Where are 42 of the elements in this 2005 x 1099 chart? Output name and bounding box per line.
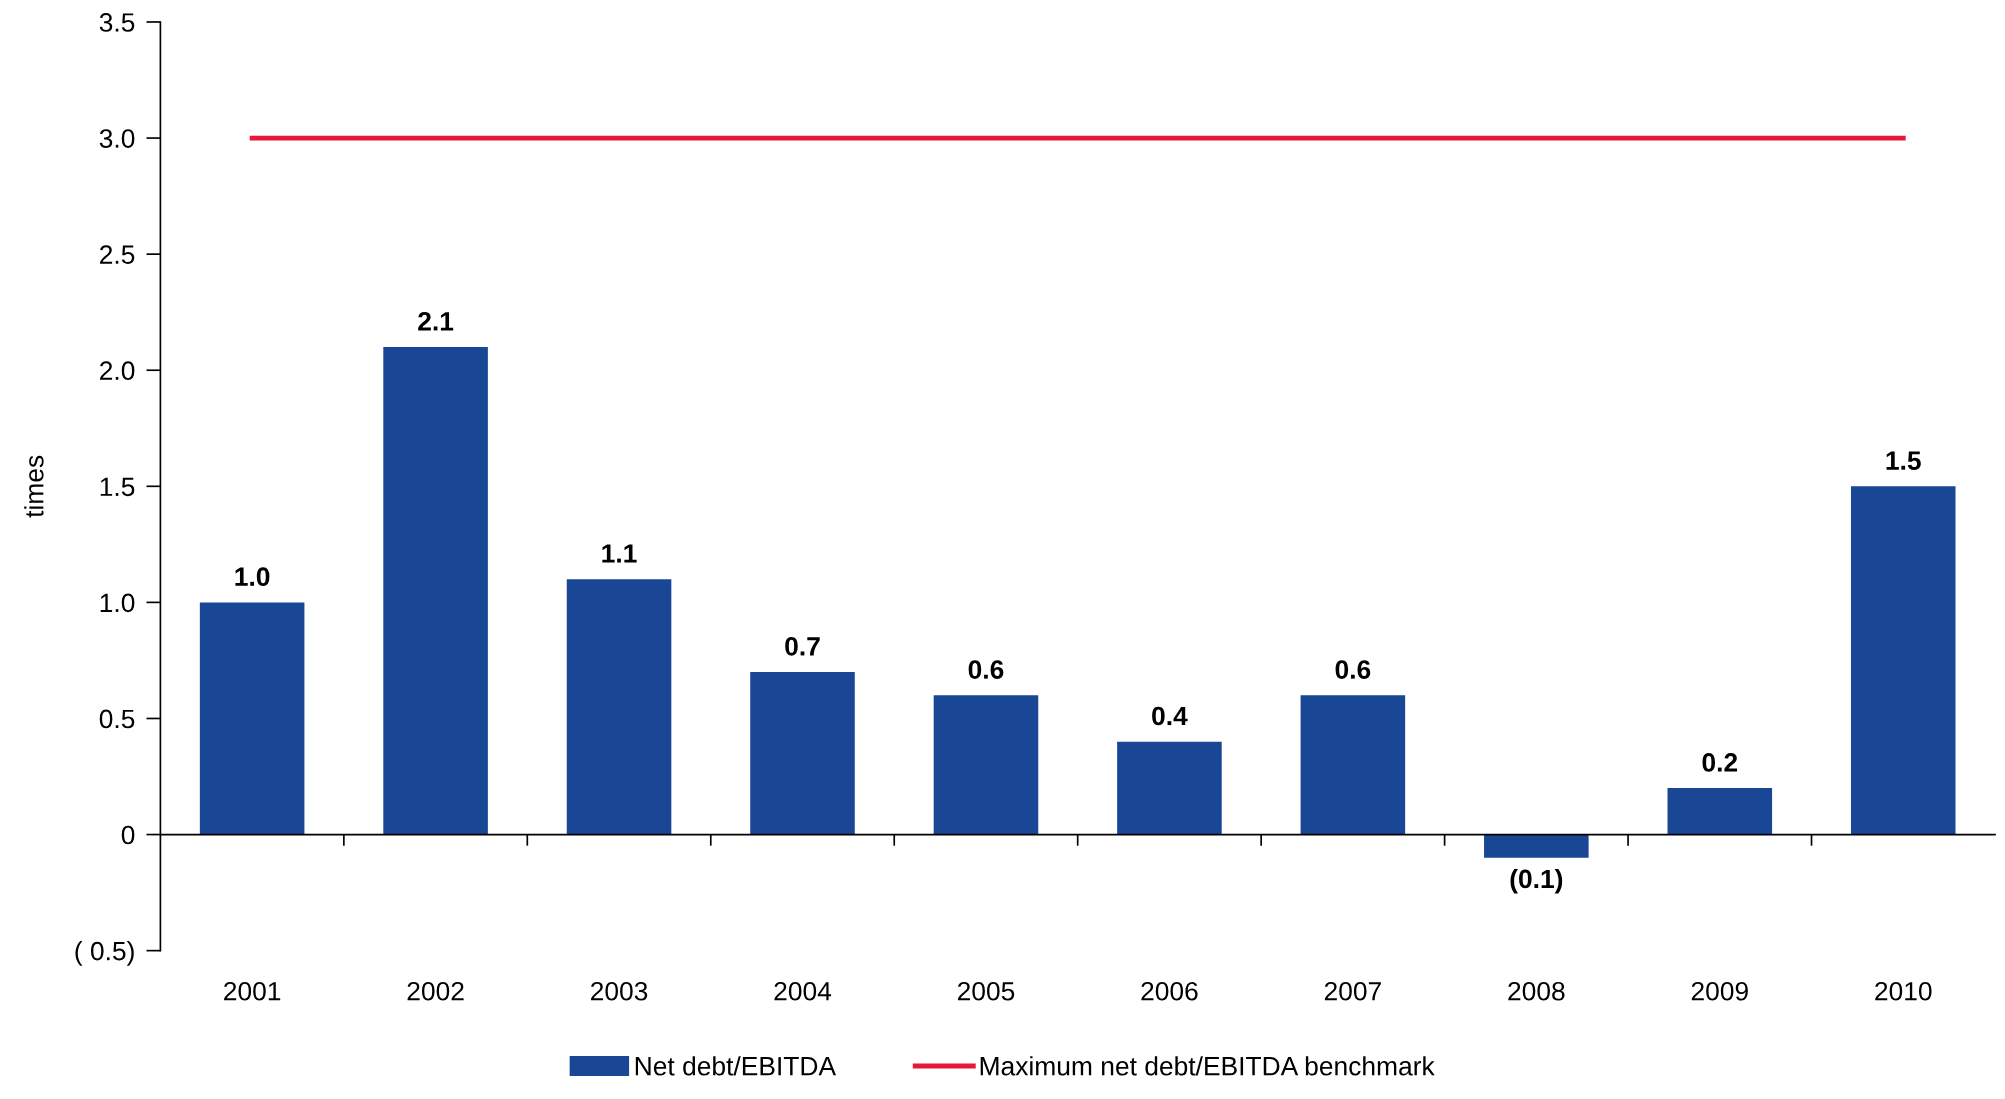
x-tick-label: 2010 <box>1875 981 1932 1001</box>
y-tick-label: 1.0 <box>100 593 135 613</box>
data-label: 0.4 <box>1152 706 1188 726</box>
legend-label: Net debt/EBITDA <box>635 1056 837 1076</box>
data-label: 0.7 <box>785 636 820 656</box>
x-tick-label: 2002 <box>407 981 464 1001</box>
bar <box>1117 741 1222 835</box>
x-tick-label: 2003 <box>591 981 648 1001</box>
data-label: 1.1 <box>602 544 637 563</box>
bar <box>383 347 488 835</box>
data-label: 0.6 <box>1335 660 1371 679</box>
bar <box>1667 788 1773 835</box>
x-tick-label: 2008 <box>1508 981 1565 1001</box>
data-label: 2.1 <box>418 311 454 331</box>
bar <box>566 579 672 835</box>
y-tick-label: 1.5 <box>100 477 135 497</box>
legend-label: Maximum net debt/EBITDA benchmark <box>980 1056 1435 1076</box>
bar <box>1300 695 1406 835</box>
data-label: 1.5 <box>1886 451 1921 470</box>
data-label: 0.2 <box>1702 753 1738 772</box>
y-tick-label: 0.5 <box>99 709 135 729</box>
y-tick-label: 3.0 <box>99 129 135 148</box>
bar <box>199 602 305 835</box>
x-tick-label: 2005 <box>957 981 1015 1001</box>
y-tick-label: ( 0.5) <box>75 941 134 966</box>
x-tick-label: 2006 <box>1141 981 1198 1001</box>
x-tick-label: 2001 <box>224 981 281 1001</box>
bar <box>933 695 1039 835</box>
data-label: 0.6 <box>968 660 1004 679</box>
data-label: (0.1) <box>1510 868 1563 894</box>
x-tick-label: 2009 <box>1691 981 1748 1001</box>
bar <box>1850 486 1956 835</box>
y-tick-label: 0 <box>121 825 135 845</box>
bar <box>750 672 855 835</box>
x-tick-label: 2004 <box>774 981 832 1001</box>
y-tick-label: 2.5 <box>100 245 135 264</box>
y-tick-label: 3.5 <box>99 13 135 32</box>
data-label: 1.0 <box>235 567 270 587</box>
y-axis-title: times <box>24 455 44 518</box>
bar <box>1484 834 1589 858</box>
x-tick-label: 2007 <box>1324 981 1381 1001</box>
y-tick-label: 2.0 <box>100 361 135 381</box>
